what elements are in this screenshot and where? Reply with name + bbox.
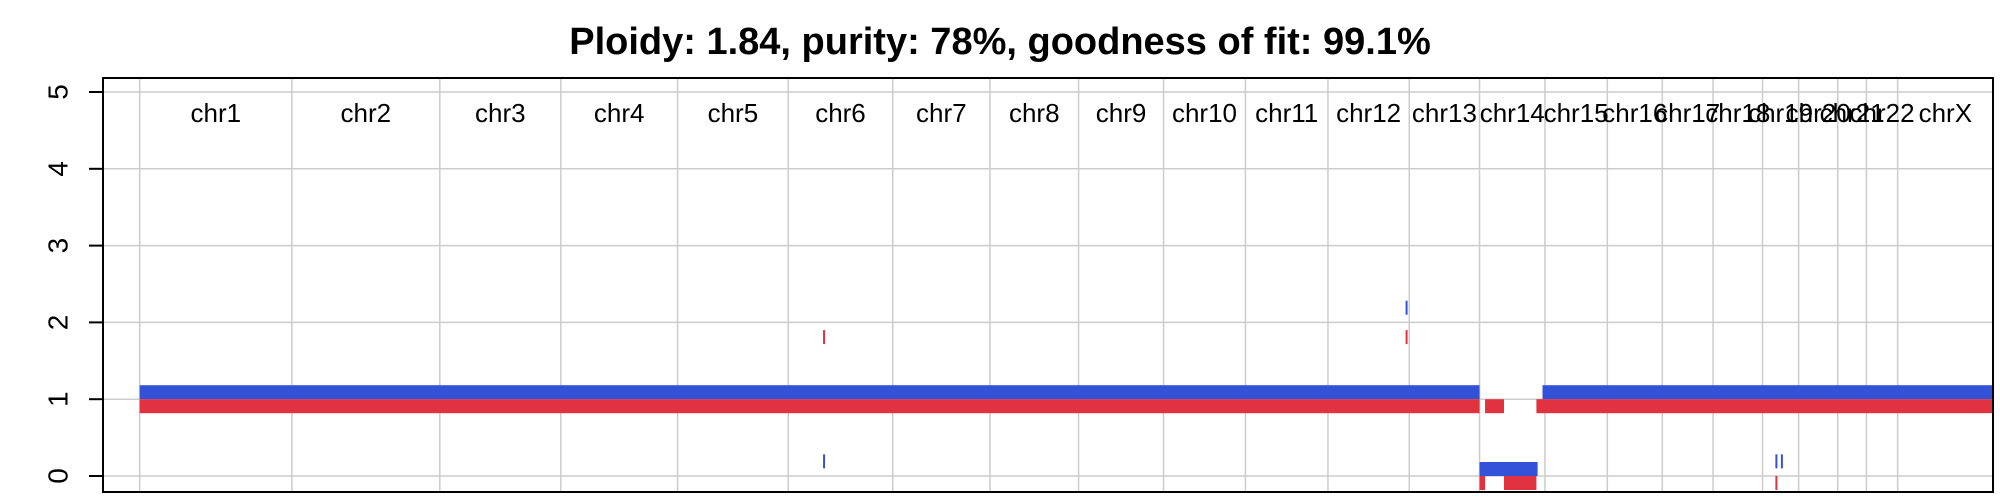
y-tick-label: 5 [43,84,74,100]
minor-allele-segment [823,330,826,345]
minor-allele-segment [1405,330,1408,345]
chromosome-label: chr16 [1602,98,1667,128]
minor-allele-segment [1503,476,1537,490]
grid-layer [103,78,1994,492]
chromosome-label: chr9 [1096,98,1147,128]
chromosome-label: chr8 [1009,98,1060,128]
segment-layer [139,300,1993,490]
chromosome-label: chr2 [341,98,392,128]
chromosome-label: chr19 [1748,98,1813,128]
major-allele-segment [1542,385,1993,400]
y-tick-label: 1 [43,391,74,407]
major-allele-segment [1479,462,1538,476]
chromosome-label: chr10 [1172,98,1237,128]
major-allele-segment [139,385,1480,400]
minor-allele-segment [1485,399,1504,414]
y-tick-label: 3 [43,238,74,254]
minor-allele-segment [139,399,1480,414]
chromosome-label: chr3 [475,98,526,128]
chromosome-label: chr6 [815,98,866,128]
chromosome-label: chr14 [1480,98,1545,128]
y-tick-label: 2 [43,315,74,331]
minor-allele-segment [1536,399,1543,414]
y-axis: 0 1 2 3 4 5 [43,84,103,484]
chart-title: Ploidy: 1.84, purity: 78%, goodness of f… [569,21,1431,63]
chromosome-label: chr15 [1544,98,1609,128]
y-tick-label: 0 [43,468,74,484]
chromosome-label-layer: chr1 chr2 chr3 chr4 chr5 chr6 chr7 chr8 chr9 chr1… [190,98,1972,128]
chromosome-label: chr4 [594,98,645,128]
chromosome-label: chr17 [1655,98,1720,128]
chromosome-label: chr11 [1255,98,1318,128]
major-allele-segment [1775,454,1778,469]
chromosome-label: chr18 [1705,98,1770,128]
chromosome-label: chr12 [1336,98,1401,128]
chromosome-label: chr13 [1412,98,1477,128]
chromosome-label: chrX [1919,98,1972,128]
chromosome-label: chr21 [1820,98,1885,128]
major-allele-segment [823,454,826,469]
major-allele-segment [1405,300,1408,315]
chromosome-label: chr20 [1786,98,1851,128]
major-allele-segment [1780,454,1783,469]
chromosome-label: chr22 [1850,98,1915,128]
chromosome-label: chr5 [708,98,759,128]
y-tick-label: 4 [43,161,74,177]
chromosome-label: chr1 [190,98,241,128]
minor-allele-segment [1775,476,1778,490]
minor-allele-segment [1479,476,1486,490]
plot-frame [102,77,1994,493]
chromosome-label: chr7 [916,98,967,128]
minor-allele-segment [1542,399,1993,414]
